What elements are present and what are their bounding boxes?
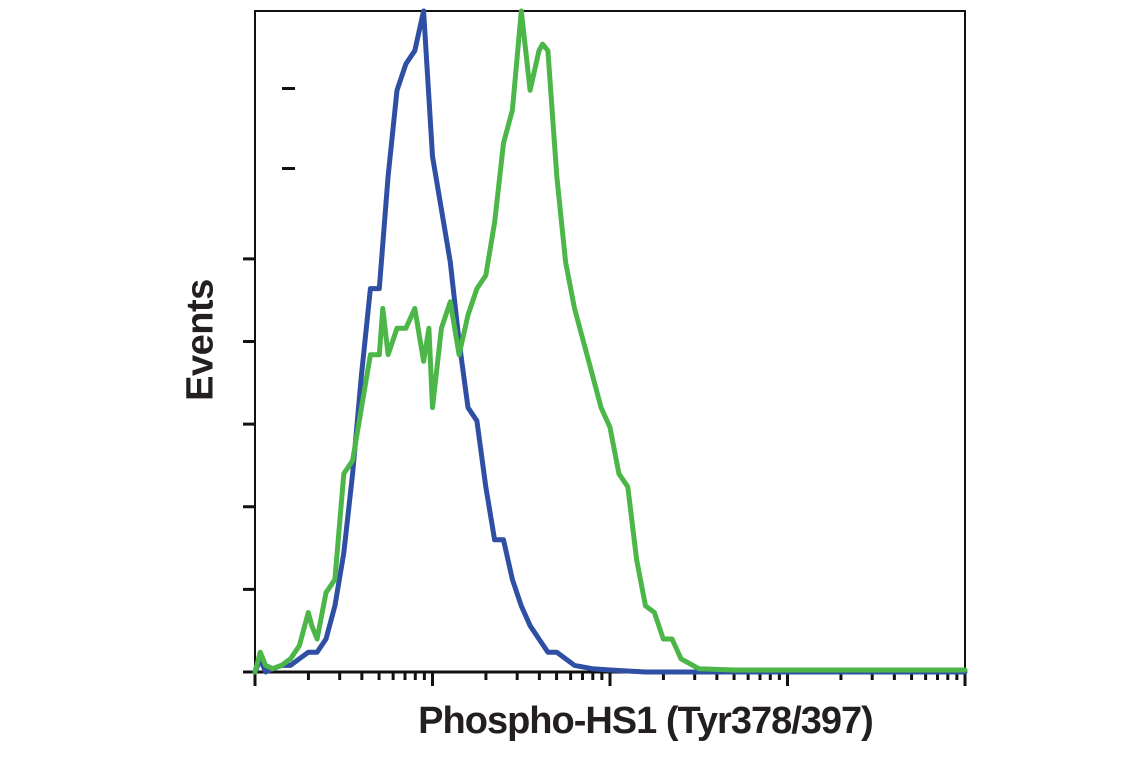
y-axis-label: Events xyxy=(178,210,224,470)
legend-dash-1 xyxy=(282,87,295,90)
histogram-line-treated xyxy=(252,8,968,675)
y-axis-ticks xyxy=(243,257,255,674)
x-axis-label: Phospho-HS1 (Tyr378/397) xyxy=(418,700,874,742)
plot-frame xyxy=(254,10,966,673)
y-axis-label-text: Events xyxy=(179,279,222,401)
histogram-line-control xyxy=(252,8,968,675)
legend-dash-2 xyxy=(282,167,295,170)
